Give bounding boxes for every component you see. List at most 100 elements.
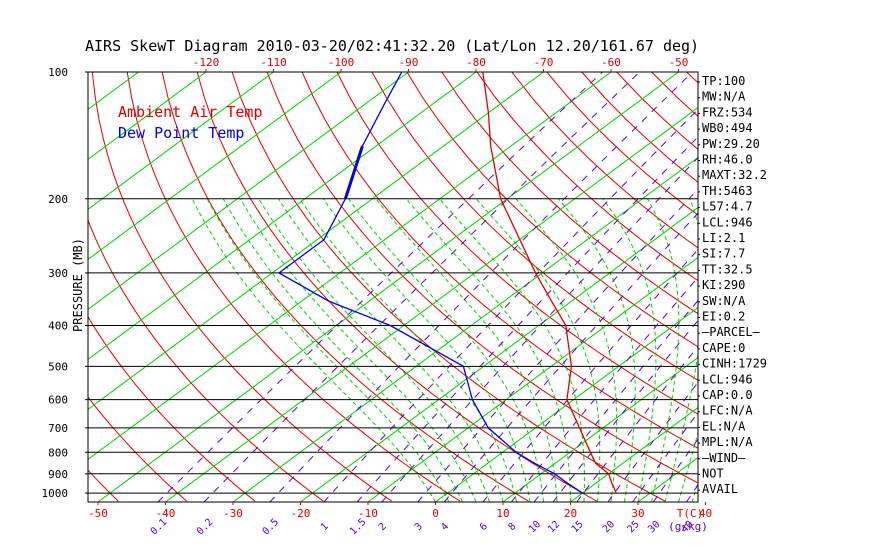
- mixing-ratio-label: 1: [319, 521, 331, 533]
- dry-adiabat: [441, 72, 698, 315]
- mixing-ratio-line: [482, 248, 698, 502]
- legend-dew-point-temp: Dew Point Temp: [118, 124, 244, 142]
- stats-item: CAP:0.0: [702, 388, 753, 402]
- mixing-ratio-line: [552, 319, 698, 502]
- temperature-line: [482, 72, 617, 494]
- mixing-ratio-label: 0.5: [261, 517, 282, 538]
- moist-adiabat: [239, 198, 477, 502]
- dry-adiabat: [88, 396, 187, 502]
- pressure-tick-label: 500: [48, 360, 68, 373]
- mixing-ratio-label: 3: [413, 521, 425, 533]
- pressure-tick-label: 1000: [42, 487, 69, 500]
- isotherm: [88, 72, 612, 461]
- stats-item: MAXT:32.2: [702, 168, 767, 182]
- dry-adiabat: [371, 72, 698, 381]
- dewpoint-thick-segment: [343, 145, 364, 200]
- mixing-ratio-label: 25: [626, 519, 642, 535]
- stats-item: KI:290: [702, 278, 745, 292]
- isotherm: [841, 72, 870, 502]
- mixing-ratio-line: [652, 438, 698, 502]
- stats-item: AVAIL: [702, 482, 738, 496]
- dry-adiabat: [88, 469, 119, 502]
- stats-item: RH:46.0: [702, 153, 753, 167]
- mixing-unit-label: (g/kg): [668, 520, 708, 533]
- moist-adiabat: [258, 198, 490, 502]
- isotherm: [97, 72, 679, 502]
- plot-grid: [0, 72, 870, 502]
- pressure-tick-label: 400: [48, 320, 68, 333]
- stats-item: WB0:494: [702, 121, 753, 135]
- isotherm: [367, 256, 698, 502]
- dry-adiabat: [651, 72, 698, 117]
- mixing-ratio-label: 6: [478, 521, 490, 533]
- stats-item: TH:5463: [702, 184, 753, 198]
- moist-adiabat: [299, 198, 517, 502]
- bottom-temp-tick-label: 30: [631, 507, 644, 520]
- stats-item: CINH:1729: [702, 357, 767, 371]
- stats-item: TT:32.5: [702, 262, 753, 276]
- moist-adiabat: [191, 198, 436, 502]
- stats-item: FRZ:534: [702, 105, 753, 119]
- mixing-ratio-label: 10: [527, 519, 543, 535]
- temp-unit-label: T(C): [677, 507, 704, 520]
- dry-adiabat: [196, 72, 597, 502]
- moist-adiabat: [406, 198, 571, 502]
- bottom-temp-tick-label: -30: [223, 507, 243, 520]
- dry-adiabat: [88, 219, 324, 502]
- mixing-ratio-line: [323, 108, 698, 502]
- stats-item: LFC:N/A: [702, 404, 753, 418]
- stats-item: —WIND—: [702, 451, 746, 465]
- isotherm: [88, 72, 409, 311]
- isotherm: [88, 72, 207, 161]
- isotherm: [88, 72, 342, 261]
- dry-adiabat: [757, 72, 870, 501]
- moist-adiabat: [206, 198, 450, 502]
- bottom-temp-tick-label: 0: [432, 507, 439, 520]
- top-temp-tick-label: -90: [399, 56, 419, 69]
- dry-adiabat: [476, 72, 698, 282]
- bottom-temp-tick-label: 10: [496, 507, 509, 520]
- stats-item: —PARCEL—: [702, 325, 761, 339]
- bottom-temp-tick-label: -40: [156, 507, 176, 520]
- dry-adiabat: [0, 72, 50, 501]
- top-temp-tick-label: -50: [669, 56, 689, 69]
- mixing-ratio-label: 4: [439, 521, 451, 533]
- mixing-ratio-label: 12: [546, 519, 562, 535]
- dry-adiabat: [827, 72, 870, 501]
- stats-item: MPL:N/A: [702, 435, 753, 449]
- isotherm: [773, 72, 870, 502]
- dry-adiabat: [266, 72, 698, 484]
- pressure-tick-label: 700: [48, 422, 68, 435]
- isotherm: [0, 72, 4, 502]
- mixing-ratio-label: 2: [377, 521, 389, 533]
- stats-item: L57:4.7: [702, 200, 753, 214]
- stats-item: CAPE:0: [702, 341, 745, 355]
- top-temp-tick-label: -120: [193, 56, 220, 69]
- bottom-temp-tick-label: -20: [291, 507, 311, 520]
- dry-adiabat: [862, 72, 870, 501]
- mixing-ratio-line: [443, 212, 698, 502]
- dry-adiabat: [336, 72, 698, 415]
- top-temp-tick-label: -110: [260, 56, 287, 69]
- mixing-ratio-line: [203, 72, 640, 502]
- stats-item: TP:100: [702, 74, 745, 88]
- isotherm: [300, 206, 698, 502]
- legend-ambient-air-temp: Ambient Air Temp: [118, 103, 263, 121]
- mixing-ratio-line: [157, 72, 603, 502]
- stats-item: NOT: [702, 467, 724, 481]
- bottom-temp-tick-label: 20: [564, 507, 577, 520]
- top-temp-tick-label: -100: [328, 56, 355, 69]
- isotherm: [232, 156, 698, 502]
- dry-adiabat: [406, 72, 698, 348]
- mixing-ratio-line: [417, 188, 698, 502]
- stats-item: LI:2.1: [702, 231, 745, 245]
- pressure-tick-label: 300: [48, 267, 68, 280]
- mixing-ratio-line: [269, 72, 693, 502]
- isotherm: [165, 106, 698, 502]
- bottom-temp-tick-label: -50: [88, 507, 108, 520]
- stats-item: EL:N/A: [702, 419, 746, 433]
- mixing-ratio-label: 30: [646, 519, 662, 535]
- stats-item: PW:29.20: [702, 137, 760, 151]
